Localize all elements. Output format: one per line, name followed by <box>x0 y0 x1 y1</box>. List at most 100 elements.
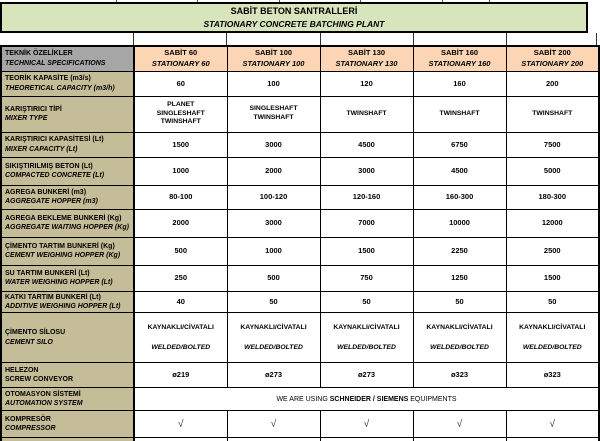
silo-value-turkish: KAYNAKLI/CİVATALI <box>519 324 586 332</box>
row-label-turkish: ÇİMENTO TARTIM BUNKERİ (Kg) <box>5 242 115 250</box>
column-subtitle: STATIONARY 130 <box>335 58 398 68</box>
value-cell: KAYNAKLI/CİVATALI WELDED/BOLTED <box>319 312 414 364</box>
value-cell: 80-100 <box>133 184 228 210</box>
automation-brands: SCHNEIDER / SIEMENS <box>329 395 409 403</box>
row-label-english: COMPRESSOR <box>5 425 56 433</box>
value-cell: 2250 <box>412 236 507 266</box>
row-label: KARIŞTIRICI TİPİ MIXER TYPE <box>0 95 135 133</box>
value-cell: 2000 <box>226 156 321 186</box>
gridline-tick <box>442 0 443 2</box>
value-cell: 50 <box>319 290 414 314</box>
value-cell: 1500 <box>133 131 228 158</box>
gridline <box>596 33 597 45</box>
row-label-turkish: AGREGA BUNKERİ (m3) <box>5 188 87 196</box>
row-label-turkish: ÇİMENTO SİLOSU <box>5 329 66 337</box>
value-cell: 200 <box>505 70 600 97</box>
row-label-english: CEMENT WEIGHING HOPPER (Kg) <box>5 252 121 259</box>
checkmark-cell: √ <box>133 410 228 439</box>
value-cell: 50 <box>412 290 507 314</box>
value-cell: 7000 <box>319 208 414 238</box>
row-label-english: SCREW CONVEYOR <box>5 376 74 384</box>
row-label-english: WATER WEIGHING HOPPER (Lt) <box>5 279 113 286</box>
column-subtitle: STATIONARY 60 <box>151 58 210 68</box>
row-label: TEORİK KAPASİTE (m3/s) THEORETICAL CAPAC… <box>0 70 135 97</box>
spec-header-cell: TEKNİK ÖZELİKLER TECHNICAL SPECIFICATION… <box>0 45 135 72</box>
gridline <box>226 33 227 45</box>
value-cell: KAYNAKLI/CİVATALI WELDED/BOLTED <box>505 312 600 364</box>
automation-text: WE ARE USING <box>276 395 330 403</box>
silo-value-english: WELDED/BOLTED <box>430 343 489 351</box>
row-label-english: COMPACTED CONCRETE (Lt) <box>5 172 105 179</box>
table-title-band: SABİT BETON SANTRALLERİ STATIONARY CONCR… <box>0 2 588 33</box>
row-label: SU TARTIM BUNKERİ (Lt) WATER WEIGHING HO… <box>0 264 135 292</box>
gridline-tick <box>360 0 361 2</box>
row-label-english: MIXER TYPE <box>5 115 48 122</box>
row-label-english: AGGREGATE WAITING HOPPER (Kg) <box>5 224 129 231</box>
column-title: SABİT 130 <box>347 48 386 58</box>
value-cell: 50 <box>505 290 600 314</box>
column-title: SABİT 60 <box>164 48 198 58</box>
silo-value-english: WELDED/BOLTED <box>522 343 582 351</box>
value-cell: ø273 <box>319 362 414 389</box>
row-cement-weighing-hopper: ÇİMENTO TARTIM BUNKERİ (Kg) CEMENT WEIGH… <box>0 236 600 266</box>
specifications-table: TEKNİK ÖZELİKLER TECHNICAL SPECIFICATION… <box>0 45 600 441</box>
value-cell: KAYNAKLI/CİVATALI WELDED/BOLTED <box>133 312 228 364</box>
value-cell: 3000 <box>226 131 321 158</box>
row-cement-silo: ÇİMENTO SİLOSU CEMENT SILO KAYNAKLI/CİVA… <box>0 312 600 364</box>
row-aggregate-waiting-hopper: AGREGA BEKLEME BUNKERİ (Kg) AGGREGATE WA… <box>0 208 600 238</box>
row-label-english: MIXER CAPACITY (Lt) <box>5 145 78 153</box>
title-english: STATIONARY CONCRETE BATCHING PLANT <box>203 18 385 29</box>
value-cell: 6750 <box>412 131 507 158</box>
row-label: HELEZON SCREW CONVEYOR <box>0 362 135 389</box>
checkmark-cell: √ <box>319 410 414 439</box>
row-control-cabin: KONTROL KABİNİ CONTROL CABIN √ √ √ √ √ <box>0 437 600 441</box>
value-cell: 1250 <box>412 264 507 292</box>
value-cell: 7500 <box>505 131 600 158</box>
checkmark-cell: √ <box>412 410 507 439</box>
row-screw-conveyor: HELEZON SCREW CONVEYOR ø219 ø273 ø273 ø3… <box>0 362 600 389</box>
row-label-english: AGGREGATE HOPPER (m3) <box>5 198 98 205</box>
checkmark-cell: √ <box>226 410 321 439</box>
spacer-row <box>0 33 598 45</box>
row-label-turkish: SIKIŞTIRILMIŞ BETON (Lt) <box>5 162 93 170</box>
row-label-turkish: HELEZON <box>5 366 39 374</box>
row-label-turkish: KOMPRESÖR <box>5 415 51 423</box>
value-cell: 2500 <box>505 236 600 266</box>
row-automation-system: OTOMASYON SİSTEMİ AUTOMATION SYSTEM WE A… <box>0 387 600 412</box>
value-cell: 100 <box>226 70 321 97</box>
value-cell: 250 <box>133 264 228 292</box>
column-subtitle: STATIONARY 200 <box>521 58 584 68</box>
value-cell: 1500 <box>319 236 414 266</box>
value-cell: KAYNAKLI/CİVATALI WELDED/BOLTED <box>226 312 321 364</box>
value-cell: SINGLESHAFT TWINSHAFT <box>226 95 321 133</box>
value-cell: ø323 <box>505 362 600 389</box>
row-label: KONTROL KABİNİ CONTROL CABIN <box>0 437 135 441</box>
row-label: KARIŞTIRICI KAPASİTESİ (Lt) MIXER CAPACI… <box>0 131 135 158</box>
value-cell: 50 <box>226 290 321 314</box>
value-cell: ø323 <box>412 362 507 389</box>
column-header-sabit-100: SABİT 100 STATIONARY 100 <box>226 45 321 72</box>
gridline <box>133 33 134 45</box>
value-cell: 3000 <box>226 208 321 238</box>
silo-value-turkish: KAYNAKLI/CİVATALI <box>240 324 307 332</box>
value-cell: 120-160 <box>319 184 414 210</box>
value-cell: 2000 <box>133 208 228 238</box>
row-additive-weighing-hopper: KATKI TARTIM BUNKERİ (Lt) ADDITIVE WEIGH… <box>0 290 600 314</box>
value-cell: 1000 <box>133 156 228 186</box>
value-cell: 10000 <box>412 208 507 238</box>
row-label-english: THEORETICAL CAPACITY (m3/h) <box>5 84 115 92</box>
value-cell: 160 <box>412 70 507 97</box>
value-cell: PLANET SINGLESHAFT TWINSHAFT <box>133 95 228 133</box>
row-label: KOMPRESÖR COMPRESSOR <box>0 410 135 439</box>
row-compacted-concrete: SIKIŞTIRILMIŞ BETON (Lt) COMPACTED CONCR… <box>0 156 600 186</box>
row-label-turkish: TEORİK KAPASİTE (m3/s) <box>5 75 91 83</box>
value-cell: TWINSHAFT <box>412 95 507 133</box>
row-mixer-capacity: KARIŞTIRICI KAPASİTESİ (Lt) MIXER CAPACI… <box>0 131 600 158</box>
checkmark-cell: √ <box>505 437 600 441</box>
value-cell: 500 <box>226 264 321 292</box>
row-aggregate-hopper: AGREGA BUNKERİ (m3) AGGREGATE HOPPER (m3… <box>0 184 600 210</box>
value-cell: 5000 <box>505 156 600 186</box>
row-water-weighing-hopper: SU TARTIM BUNKERİ (Lt) WATER WEIGHING HO… <box>0 264 600 292</box>
value-cell: ø273 <box>226 362 321 389</box>
value-cell: 12000 <box>505 208 600 238</box>
